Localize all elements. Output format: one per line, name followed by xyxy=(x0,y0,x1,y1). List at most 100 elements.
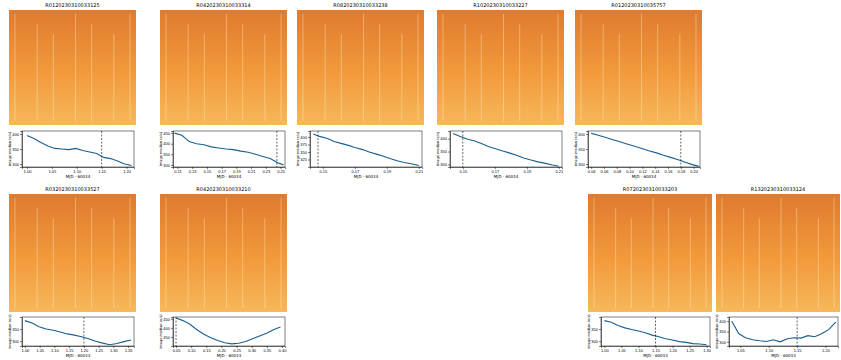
y-axis-title: image median (e/s) xyxy=(587,314,591,349)
x-axis-line xyxy=(311,168,423,170)
x-tick: 1.25 xyxy=(95,346,104,353)
x-axis-title: MJD - 60033 xyxy=(217,353,242,358)
x-axis-title: MJD - 60034 xyxy=(494,174,519,179)
image-streak xyxy=(188,208,189,308)
x-tick: 1.05 xyxy=(36,346,45,353)
y-tick-label: 350 xyxy=(12,327,19,332)
x-tick: 0.05 xyxy=(173,346,182,353)
y-tick: 400 xyxy=(578,132,588,137)
y-tick-label: 350 xyxy=(163,335,170,340)
y-tick: 400 xyxy=(300,135,310,140)
x-tick: 0.21 xyxy=(415,167,424,174)
x-tick: 0.17 xyxy=(491,167,500,174)
y-axis-line xyxy=(20,132,23,168)
y-tick-mark xyxy=(308,145,310,146)
y-tick: 400 xyxy=(163,141,173,146)
y-tick-label: 350 xyxy=(12,147,19,152)
panel: R08202303100332380.150.170.190.213253503… xyxy=(296,2,424,179)
x-tick-label: 0.19 xyxy=(383,169,392,174)
marker-line xyxy=(276,131,277,167)
y-tick-mark xyxy=(171,328,173,329)
y-axis-title: image median (e/s) xyxy=(159,131,163,166)
x-tick: 0.15 xyxy=(459,167,468,174)
plot-frame xyxy=(729,317,838,346)
plot-area xyxy=(174,131,283,167)
x-tick: 0.12 xyxy=(639,167,648,174)
y-tick-mark xyxy=(448,152,450,153)
y-tick: 300 xyxy=(12,339,22,344)
x-axis-line xyxy=(451,168,563,170)
image-streak xyxy=(696,14,697,121)
image-streak xyxy=(615,208,616,308)
x-tick-label: 0.21 xyxy=(248,169,257,174)
image-streak xyxy=(481,34,482,121)
x-tick: 0.15 xyxy=(203,346,212,353)
image-streak xyxy=(204,34,205,121)
plot-area xyxy=(604,317,706,346)
x-tick: 0.17 xyxy=(218,167,227,174)
image-streak xyxy=(796,208,797,308)
panel-title: R0120230310035757 xyxy=(611,2,665,8)
plot-frame xyxy=(22,317,134,346)
series-line xyxy=(27,136,132,166)
marker-line xyxy=(318,131,319,167)
x-axis-title: MJD - 60034 xyxy=(632,174,657,179)
x-axis-title: MJD - 60033 xyxy=(771,353,796,358)
marker-line xyxy=(797,317,798,346)
image-streak xyxy=(166,198,167,308)
image-frame xyxy=(437,10,564,125)
y-tick-mark xyxy=(448,139,450,140)
image-streak xyxy=(75,14,76,121)
x-tick-label: 0.19 xyxy=(523,169,532,174)
y-tick-label: 350 xyxy=(591,327,598,332)
image-frame xyxy=(9,194,136,312)
x-tick: 0.14 xyxy=(652,167,661,174)
x-axis: 1.001.051.101.151.20 xyxy=(23,167,135,174)
panel: R07202303100332031.001.051.101.151.201.2… xyxy=(587,186,712,358)
y-tick: 450 xyxy=(163,317,173,322)
x-tick-label: 1.05 xyxy=(618,348,627,353)
x-tick: 1.20 xyxy=(80,346,89,353)
x-tick-label: 0.06 xyxy=(601,169,610,174)
image-streak xyxy=(631,218,632,308)
panel-title: R0820230310033238 xyxy=(333,2,387,8)
x-tick: 0.19 xyxy=(233,167,242,174)
y-axis: 325350375400 xyxy=(300,132,310,168)
x-tick: 1.15 xyxy=(794,346,803,353)
series-line xyxy=(25,321,131,345)
y-tick: 350 xyxy=(719,329,729,334)
image-streak xyxy=(401,34,402,121)
image-streak xyxy=(759,218,760,308)
y-tick-label: 400 xyxy=(440,136,447,141)
image-streak xyxy=(75,198,76,308)
y-tick-label: 300 xyxy=(719,340,726,345)
x-tick-label: 0.21 xyxy=(415,169,424,174)
image xyxy=(297,10,424,125)
x-tick-label: 1.20 xyxy=(123,169,132,174)
x-axis-title: MJD - 60034 xyxy=(354,174,379,179)
y-axis: 300350400 xyxy=(440,132,450,168)
x-tick: 1.10 xyxy=(635,346,644,353)
y-tick: 400 xyxy=(719,319,729,324)
y-axis-title: image median (e/s) xyxy=(8,131,12,166)
image-streak xyxy=(443,14,444,121)
image-streak xyxy=(113,34,114,121)
x-tick: 0.21 xyxy=(248,167,257,174)
image-streak xyxy=(325,24,326,121)
marker-line xyxy=(83,317,84,346)
y-tick-label: 400 xyxy=(163,326,170,331)
image-streak xyxy=(226,198,227,308)
y-axis-title: image median (e/s) xyxy=(574,131,578,166)
image-streak xyxy=(503,14,504,121)
y-tick: 350 xyxy=(12,147,22,152)
y-tick-label: 375 xyxy=(300,142,307,147)
y-axis-line xyxy=(586,132,589,168)
y-axis-title: image median (e/s) xyxy=(436,131,440,166)
series-line xyxy=(732,321,836,342)
y-axis-line xyxy=(599,318,602,347)
x-tick: 1.05 xyxy=(48,167,57,174)
x-axis: 0.150.170.190.21 xyxy=(451,167,564,174)
x-axis: 1.051.101.151.20 xyxy=(730,346,839,353)
image-streak xyxy=(303,14,304,121)
x-axis: 1.001.051.101.151.201.251.301.35 xyxy=(22,346,135,353)
